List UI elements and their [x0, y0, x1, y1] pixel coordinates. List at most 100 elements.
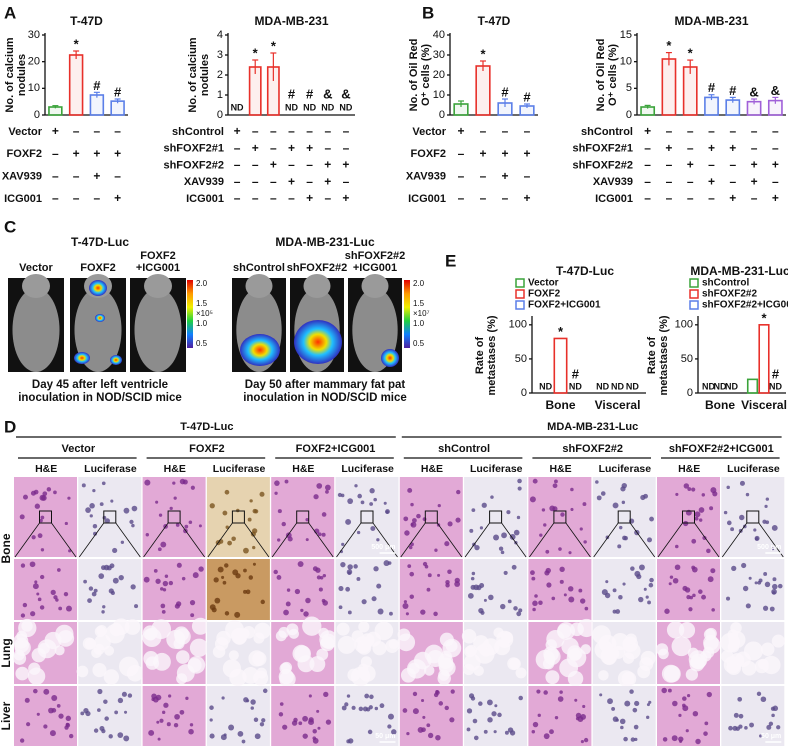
cell-nucleus — [145, 533, 150, 537]
cell-nucleus — [316, 575, 321, 580]
cell-nucleus — [347, 564, 353, 570]
significance-mark: # — [501, 84, 509, 99]
cell-nucleus — [449, 717, 455, 723]
zoom-box — [682, 510, 695, 524]
treatment-name: XAV939 — [2, 171, 42, 183]
treatment-name: XAV939 — [184, 176, 224, 188]
cell-nucleus — [733, 712, 739, 718]
treatment-sign: – — [52, 169, 59, 183]
y-tick-label: 4 — [217, 29, 223, 41]
treatment-sign: – — [524, 124, 531, 138]
cell-nucleus — [487, 717, 493, 723]
treatment-sign: – — [666, 124, 673, 138]
y-axis-label: metastases (%) — [486, 315, 498, 395]
alveolus — [242, 625, 256, 639]
cell-nucleus — [531, 576, 536, 581]
treatment-sign: – — [343, 141, 350, 155]
cell-nucleus — [39, 605, 45, 610]
alveolus — [15, 666, 30, 681]
y-tick-label: 1 — [217, 89, 223, 101]
block-title: T-47D-Luc — [71, 235, 129, 249]
alveolus — [252, 651, 267, 666]
cell-nucleus — [51, 695, 58, 701]
y-axis-label: No. of Oil Red — [595, 39, 607, 112]
cell-nucleus — [667, 688, 672, 693]
treatment-sign: – — [114, 169, 121, 183]
cell-nucleus — [277, 538, 281, 542]
cell-nucleus — [300, 608, 304, 613]
bar — [682, 66, 698, 116]
significance-mark: # — [523, 89, 531, 104]
cell-nucleus — [427, 573, 432, 578]
cell-nucleus — [211, 607, 217, 613]
cell-nucleus — [685, 729, 689, 733]
cell-nucleus — [221, 696, 225, 700]
cell-nucleus — [346, 569, 353, 575]
cell-nucleus — [161, 610, 166, 614]
cell-nucleus — [470, 576, 475, 581]
treatment-name: shFOXF2#1 — [572, 143, 633, 155]
cell-nucleus — [582, 502, 587, 507]
cell-nucleus — [645, 595, 649, 599]
y-axis-label: O⁺ cells (%) — [607, 44, 619, 106]
cell-nucleus — [341, 705, 347, 711]
cell-nucleus — [121, 691, 127, 697]
condition-label: shFOXF2#2 — [287, 262, 348, 274]
cell-nucleus — [771, 547, 775, 551]
treatment-sign: – — [708, 124, 715, 138]
cell-nucleus — [483, 598, 487, 602]
cell-nucleus — [358, 706, 364, 712]
alveolus — [91, 647, 102, 659]
cell-nucleus — [407, 487, 413, 493]
cell-nucleus — [560, 512, 565, 517]
treatment-sign: – — [772, 141, 779, 155]
significance-mark: * — [761, 310, 767, 325]
cell-nucleus — [402, 602, 409, 609]
value-label: ND — [231, 102, 244, 112]
significance-mark: & — [771, 83, 780, 98]
alveolus — [671, 636, 692, 657]
cell-nucleus — [409, 571, 415, 577]
cell-nucleus — [39, 574, 45, 580]
tissue-label: Liver — [0, 701, 13, 730]
chart-title: MDA-MB-231-Luc — [690, 264, 788, 278]
cell-nucleus — [30, 611, 36, 617]
cell-nucleus — [516, 515, 521, 520]
cell-nucleus — [726, 485, 730, 490]
treatment-sign: – — [270, 124, 277, 138]
cell-nucleus — [49, 730, 56, 737]
tissue-label: Bone — [0, 533, 13, 563]
significance-mark: * — [558, 324, 564, 339]
cell-nucleus — [277, 509, 282, 514]
cell-nucleus — [321, 532, 326, 537]
treatment-sign: + — [114, 147, 121, 161]
cell-nucleus — [647, 600, 651, 605]
alveolus — [279, 662, 291, 675]
cell-nucleus — [494, 704, 498, 708]
cell-nucleus — [103, 699, 108, 704]
y-axis-label: No. of calcium — [4, 37, 16, 112]
cell-nucleus — [648, 700, 652, 704]
zoom-line — [115, 522, 141, 558]
mouse-head — [361, 274, 389, 298]
treatment-sign: – — [324, 141, 331, 155]
chart-title: T-47D — [478, 14, 511, 28]
cell-nucleus — [574, 698, 578, 702]
cell-nucleus — [481, 502, 487, 508]
treatment-sign: – — [73, 169, 80, 183]
cell-nucleus — [166, 722, 171, 727]
cell-nucleus — [488, 594, 494, 601]
cell-nucleus — [691, 538, 697, 544]
zoom-box — [746, 510, 760, 524]
treatment-sign: + — [114, 191, 121, 205]
cell-nucleus — [123, 735, 130, 742]
cell-nucleus — [159, 718, 164, 723]
y-tick-label: 50 — [681, 353, 693, 365]
cell-nucleus — [769, 606, 775, 612]
treatment-sign: – — [480, 169, 487, 183]
cell-nucleus — [57, 568, 61, 572]
cell-nucleus — [710, 568, 716, 574]
panel-label: D — [4, 417, 16, 436]
cell-nucleus — [340, 493, 345, 498]
cell-nucleus — [434, 548, 438, 552]
